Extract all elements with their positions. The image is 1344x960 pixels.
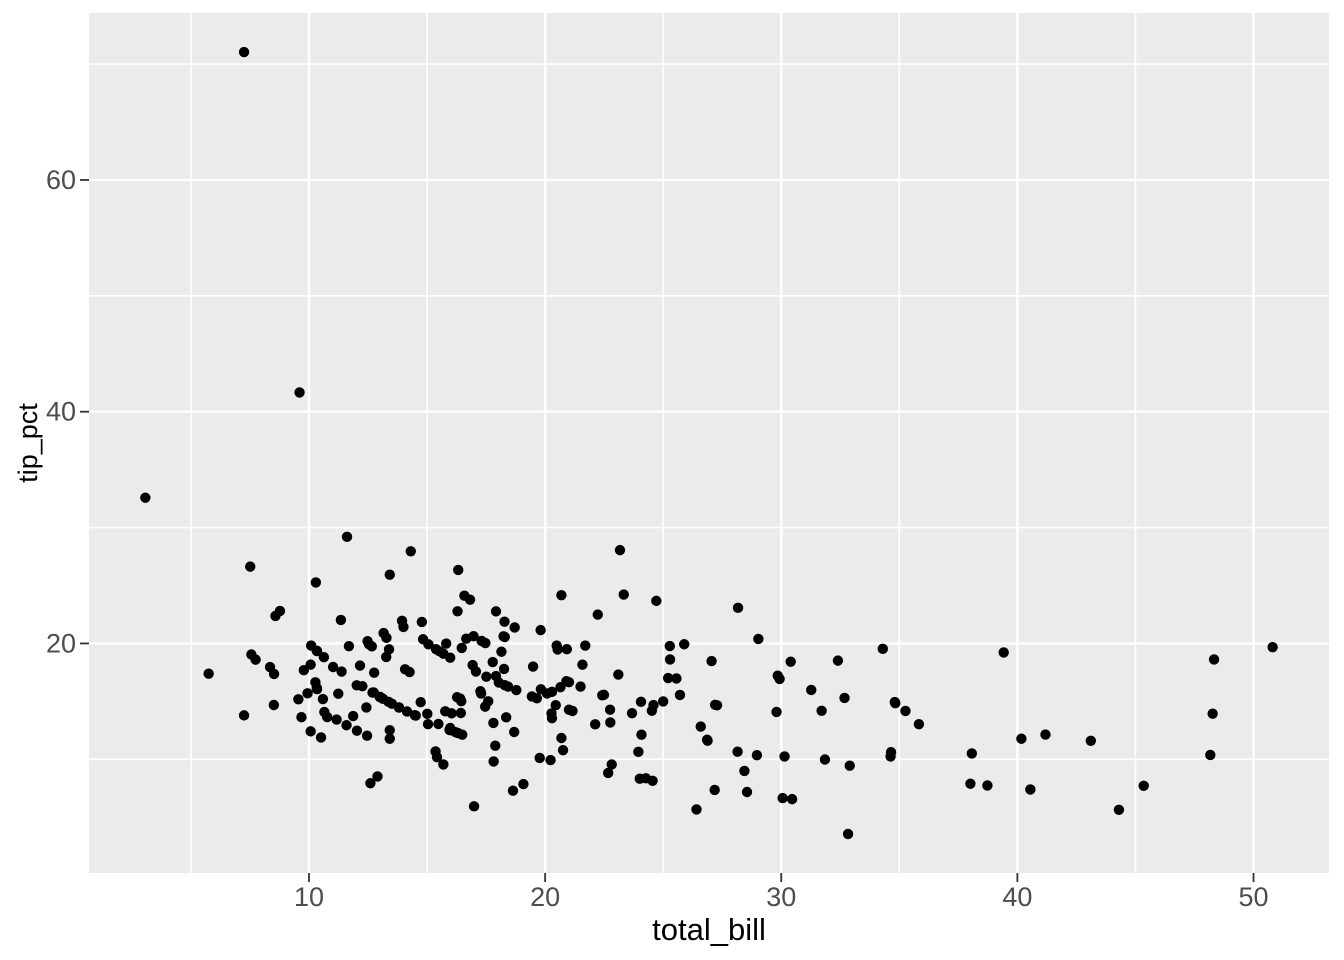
- svg-text:20: 20: [530, 882, 560, 912]
- svg-text:30: 30: [766, 882, 796, 912]
- svg-text:20: 20: [46, 628, 76, 658]
- svg-text:60: 60: [46, 165, 76, 195]
- svg-text:10: 10: [294, 882, 324, 912]
- svg-text:40: 40: [1002, 882, 1032, 912]
- svg-text:40: 40: [46, 397, 76, 427]
- svg-text:50: 50: [1238, 882, 1268, 912]
